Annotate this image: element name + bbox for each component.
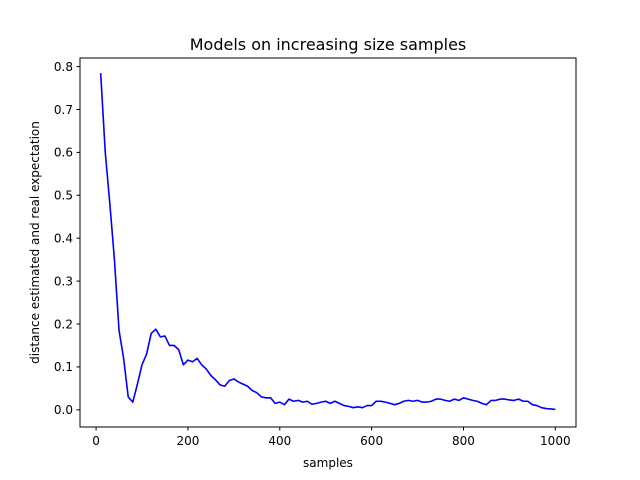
- x-tick-label: 400: [268, 434, 291, 448]
- x-tick-label: 200: [176, 434, 199, 448]
- x-axis: 0 200 400 600 800 1000: [92, 427, 571, 448]
- x-tick-label: 1000: [540, 434, 571, 448]
- y-tick-label: 0.8: [54, 60, 73, 74]
- x-axis-label: samples: [303, 456, 353, 470]
- series-line: [99, 72, 556, 411]
- y-axis-label: distance estimated and real expectation: [28, 121, 42, 364]
- y-tick-label: 0.4: [54, 232, 73, 246]
- y-tick-label: 0.5: [54, 189, 73, 203]
- x-tick-label: 800: [452, 434, 475, 448]
- y-tick-label: 0.2: [54, 317, 73, 331]
- x-tick-label: 600: [360, 434, 383, 448]
- x-tick-label: 0: [92, 434, 100, 448]
- y-tick-label: 0.0: [54, 403, 73, 417]
- chart-title: Models on increasing size samples: [190, 35, 467, 54]
- plot-frame: [79, 57, 577, 428]
- y-tick-label: 0.7: [54, 103, 73, 117]
- y-axis: 0.0 0.1 0.2 0.3 0.4 0.5 0.6 0.7 0.8: [54, 60, 80, 417]
- y-tick-label: 0.3: [54, 274, 73, 288]
- y-tick-label: 0.6: [54, 146, 73, 160]
- plot-area: [80, 58, 576, 427]
- y-tick-label: 0.1: [54, 360, 73, 374]
- series-layer: [99, 72, 556, 411]
